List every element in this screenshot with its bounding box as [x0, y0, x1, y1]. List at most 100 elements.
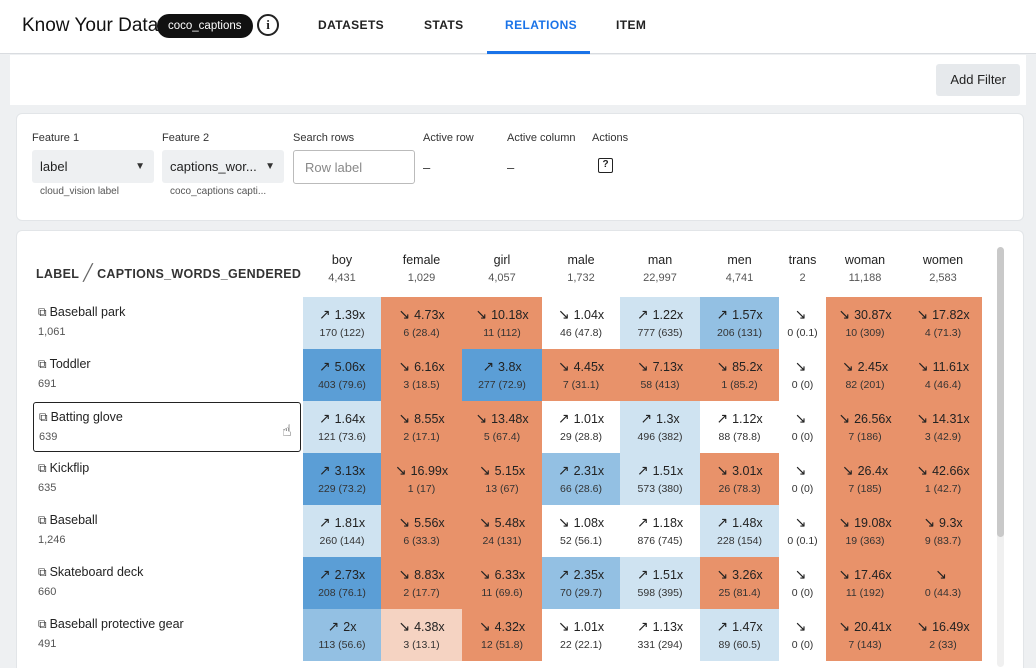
- heatmap-cell[interactable]: ↘ 20.41x 7 (143): [826, 609, 904, 661]
- heatmap-cell[interactable]: ↗ 1.81x 260 (144): [303, 505, 381, 557]
- heatmap-cell[interactable]: ↘ 9.3x 9 (83.7): [904, 505, 982, 557]
- tab-datasets[interactable]: DATASETS: [318, 18, 385, 32]
- column-header-trans[interactable]: trans 2: [779, 253, 826, 284]
- info-icon[interactable]: i: [257, 14, 279, 36]
- heatmap-cell[interactable]: ↘ 85.2x 1 (85.2): [700, 349, 779, 401]
- heatmap-cell[interactable]: ↘ 0 (0): [779, 609, 826, 661]
- heatmap-cell[interactable]: ↗ 5.06x 403 (79.6): [303, 349, 381, 401]
- heatmap-cell[interactable]: ↘ 1.08x 52 (56.1): [542, 505, 620, 557]
- heatmap-cell[interactable]: ↗ 1.51x 598 (395): [620, 557, 700, 609]
- row-header[interactable]: ⧉ Baseball park 1,061: [33, 298, 301, 348]
- heatmap-cell[interactable]: ↘ 26.4x 7 (185): [826, 453, 904, 505]
- vertical-scrollbar[interactable]: [997, 247, 1004, 667]
- heatmap-cell[interactable]: ↘ 0 (44.3): [904, 557, 982, 609]
- heatmap-cell[interactable]: ↗ 3.8x 277 (72.9): [462, 349, 542, 401]
- heatmap-cell[interactable]: ↗ 1.47x 89 (60.5): [700, 609, 779, 661]
- dataset-chip[interactable]: coco_captions: [157, 14, 253, 38]
- heatmap-cell[interactable]: ↘ 4.45x 7 (31.1): [542, 349, 620, 401]
- heatmap-cell[interactable]: ↘ 0 (0): [779, 453, 826, 505]
- heatmap-cell[interactable]: ↘ 0 (0.1): [779, 297, 826, 349]
- heatmap-cell[interactable]: ↘ 16.99x 1 (17): [381, 453, 462, 505]
- heatmap-cell[interactable]: ↘ 13.48x 5 (67.4): [462, 401, 542, 453]
- row-header[interactable]: ⧉ Baseball 1,246: [33, 506, 301, 556]
- open-external-icon[interactable]: ⧉: [38, 461, 47, 475]
- heatmap-cell[interactable]: ↘ 19.08x 19 (363): [826, 505, 904, 557]
- open-external-icon[interactable]: ⧉: [39, 410, 48, 424]
- row-header[interactable]: ⧉ Toddler 691: [33, 350, 301, 400]
- heatmap-cell[interactable]: ↘ 0 (0): [779, 401, 826, 453]
- heatmap-cell[interactable]: ↘ 0 (0): [779, 557, 826, 609]
- column-header-women[interactable]: women 2,583: [904, 253, 982, 284]
- open-external-icon[interactable]: ⧉: [38, 565, 47, 579]
- heatmap-cell[interactable]: ↘ 3.01x 26 (78.3): [700, 453, 779, 505]
- heatmap-cell[interactable]: ↗ 2.73x 208 (76.1): [303, 557, 381, 609]
- open-external-icon[interactable]: ⧉: [38, 357, 47, 371]
- heatmap-cell[interactable]: ↘ 5.15x 13 (67): [462, 453, 542, 505]
- heatmap-cell[interactable]: ↗ 2.31x 66 (28.6): [542, 453, 620, 505]
- column-header-male[interactable]: male 1,732: [542, 253, 620, 284]
- heatmap-cell[interactable]: ↘ 3.26x 25 (81.4): [700, 557, 779, 609]
- heatmap-cell[interactable]: ↘ 17.46x 11 (192): [826, 557, 904, 609]
- app-title[interactable]: Know Your Data: [22, 15, 159, 36]
- heatmap-cell[interactable]: ↘ 4.38x 3 (13.1): [381, 609, 462, 661]
- column-header-men[interactable]: men 4,741: [700, 253, 779, 284]
- heatmap-cell[interactable]: ↗ 1.01x 29 (28.8): [542, 401, 620, 453]
- open-external-icon[interactable]: ⧉: [38, 513, 47, 527]
- open-external-icon[interactable]: ⧉: [38, 305, 47, 319]
- heatmap-cell[interactable]: ↘ 1.01x 22 (22.1): [542, 609, 620, 661]
- heatmap-cell[interactable]: ↘ 0 (0): [779, 349, 826, 401]
- heatmap-cell[interactable]: ↗ 1.18x 876 (745): [620, 505, 700, 557]
- heatmap-cell[interactable]: ↘ 1.04x 46 (47.8): [542, 297, 620, 349]
- heatmap-cell[interactable]: ↗ 1.51x 573 (380): [620, 453, 700, 505]
- heatmap-cell[interactable]: ↘ 4.73x 6 (28.4): [381, 297, 462, 349]
- heatmap-cell[interactable]: ↗ 1.12x 88 (78.8): [700, 401, 779, 453]
- heatmap-cell[interactable]: ↘ 7.13x 58 (413): [620, 349, 700, 401]
- column-header-boy[interactable]: boy 4,431: [303, 253, 381, 284]
- heatmap-cell[interactable]: ↘ 8.55x 2 (17.1): [381, 401, 462, 453]
- heatmap-cell[interactable]: ↗ 1.3x 496 (382): [620, 401, 700, 453]
- heatmap-cell[interactable]: ↗ 1.57x 206 (131): [700, 297, 779, 349]
- column-header-girl[interactable]: girl 4,057: [462, 253, 542, 284]
- open-external-icon[interactable]: ⧉: [38, 617, 47, 631]
- row-header[interactable]: ⧉ Baseball protective gear 491: [33, 610, 301, 660]
- heatmap-cell[interactable]: ↘ 30.87x 10 (309): [826, 297, 904, 349]
- heatmap-cell[interactable]: ↘ 42.66x 1 (42.7): [904, 453, 982, 505]
- feature2-select[interactable]: captions_wor... ▼: [162, 150, 284, 183]
- heatmap-cell[interactable]: ↘ 11.61x 4 (46.4): [904, 349, 982, 401]
- heatmap-cell[interactable]: ↘ 5.56x 6 (33.3): [381, 505, 462, 557]
- help-icon[interactable]: ?: [598, 158, 613, 173]
- heatmap-cell[interactable]: ↘ 16.49x 2 (33): [904, 609, 982, 661]
- row-header[interactable]: ⧉ Batting glove 639 ☝: [33, 402, 301, 452]
- heatmap-cell[interactable]: ↘ 17.82x 4 (71.3): [904, 297, 982, 349]
- scrollbar-thumb[interactable]: [997, 247, 1004, 537]
- tab-stats[interactable]: STATS: [424, 18, 464, 32]
- heatmap-cell[interactable]: ↗ 1.39x 170 (122): [303, 297, 381, 349]
- heatmap-cell[interactable]: ↗ 2.35x 70 (29.7): [542, 557, 620, 609]
- heatmap-cell[interactable]: ↘ 10.18x 11 (112): [462, 297, 542, 349]
- feature1-select[interactable]: label ▼: [32, 150, 154, 183]
- heatmap-cell[interactable]: ↗ 1.13x 331 (294): [620, 609, 700, 661]
- search-rows-input[interactable]: [293, 150, 415, 184]
- heatmap-cell[interactable]: ↗ 3.13x 229 (73.2): [303, 453, 381, 505]
- heatmap-cell[interactable]: ↗ 2x 113 (56.6): [303, 609, 381, 661]
- tab-relations[interactable]: RELATIONS: [505, 18, 578, 32]
- heatmap-cell[interactable]: ↘ 26.56x 7 (186): [826, 401, 904, 453]
- heatmap-cell[interactable]: ↘ 8.83x 2 (17.7): [381, 557, 462, 609]
- heatmap-cell[interactable]: ↗ 1.64x 121 (73.6): [303, 401, 381, 453]
- heatmap-cell[interactable]: ↘ 5.48x 24 (131): [462, 505, 542, 557]
- column-header-female[interactable]: female 1,029: [381, 253, 462, 284]
- row-header[interactable]: ⧉ Kickflip 635: [33, 454, 301, 504]
- heatmap-cell[interactable]: ↘ 2.45x 82 (201): [826, 349, 904, 401]
- heatmap-cell[interactable]: ↘ 0 (0.1): [779, 505, 826, 557]
- row-header[interactable]: ⧉ Skateboard deck 660: [33, 558, 301, 608]
- column-header-man[interactable]: man 22,997: [620, 253, 700, 284]
- heatmap-cell[interactable]: ↘ 6.16x 3 (18.5): [381, 349, 462, 401]
- add-filter-button[interactable]: Add Filter: [936, 64, 1020, 96]
- column-header-woman[interactable]: woman 11,188: [826, 253, 904, 284]
- heatmap-cell[interactable]: ↘ 4.32x 12 (51.8): [462, 609, 542, 661]
- heatmap-cell[interactable]: ↘ 6.33x 11 (69.6): [462, 557, 542, 609]
- tab-item[interactable]: ITEM: [616, 18, 647, 32]
- heatmap-cell[interactable]: ↗ 1.22x 777 (635): [620, 297, 700, 349]
- heatmap-cell[interactable]: ↗ 1.48x 228 (154): [700, 505, 779, 557]
- heatmap-cell[interactable]: ↘ 14.31x 3 (42.9): [904, 401, 982, 453]
